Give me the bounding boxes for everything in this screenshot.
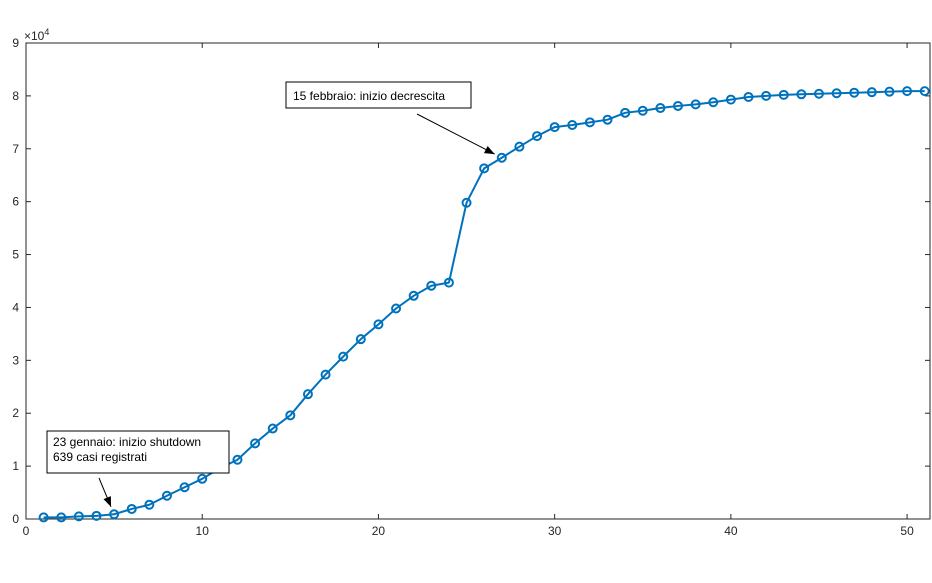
y-tick-label: 9 <box>12 36 19 50</box>
annotation-text: 15 febbraio: inizio decrescita <box>293 89 445 103</box>
annotation: 23 gennaio: inizio shutdown 639 casi regi… <box>46 430 230 508</box>
data-point <box>690 99 701 110</box>
data-point <box>637 105 648 116</box>
y-tick-label: 1 <box>12 459 19 473</box>
x-tick-label: 10 <box>196 524 210 538</box>
data-point <box>144 499 155 510</box>
data-point <box>584 117 595 128</box>
annotation: 15 febbraio: inizio decrescita <box>285 81 495 155</box>
y-tick-label: 6 <box>12 195 19 209</box>
data-point <box>532 131 543 142</box>
data-point <box>302 389 313 400</box>
y-exponent-label: ×104 <box>24 27 49 43</box>
data-point <box>285 410 296 421</box>
data-point <box>391 303 402 314</box>
y-exponent-base: ×10 <box>24 29 45 43</box>
annotation-text: 23 gennaio: inizio shutdown 639 casi regi… <box>53 435 201 464</box>
series-line <box>43 90 925 519</box>
data-point <box>761 90 772 101</box>
annotation-arrowhead <box>483 145 495 155</box>
data-point <box>479 163 490 174</box>
y-tick-label: 4 <box>12 300 19 314</box>
data-point <box>620 107 631 118</box>
data-point <box>778 89 789 100</box>
data-point <box>91 510 102 521</box>
series-group <box>38 86 930 523</box>
y-tick-label: 5 <box>12 248 19 262</box>
data-point <box>813 88 824 99</box>
data-point <box>549 122 560 133</box>
data-point <box>426 280 437 291</box>
annotation-line: 639 casi registrati <box>53 450 147 464</box>
data-point <box>56 512 67 523</box>
y-tick-label: 0 <box>12 512 19 526</box>
y-tick-label: 2 <box>12 406 19 420</box>
data-point <box>109 509 120 520</box>
data-point <box>514 141 525 152</box>
data-point <box>373 319 384 330</box>
annotation-arrow <box>416 113 495 155</box>
data-point <box>831 88 842 99</box>
data-point <box>355 334 366 345</box>
data-point <box>743 91 754 102</box>
data-point <box>849 87 860 98</box>
x-tick-label: 20 <box>372 524 386 538</box>
data-point <box>655 103 666 114</box>
data-point <box>338 351 349 362</box>
y-tick-label: 7 <box>12 142 19 156</box>
annotation-box <box>285 81 472 109</box>
data-point <box>250 438 261 449</box>
annotation-box <box>46 430 230 474</box>
data-point <box>38 512 49 523</box>
data-point <box>708 97 719 108</box>
data-point <box>725 94 736 105</box>
data-point <box>179 482 190 493</box>
annotation-line: 15 febbraio: inizio decrescita <box>293 89 445 103</box>
data-point <box>232 454 243 465</box>
data-point <box>267 423 278 434</box>
data-point <box>902 86 913 97</box>
data-point <box>919 86 930 97</box>
data-point <box>408 290 419 301</box>
data-point <box>443 277 454 288</box>
x-tick-label: 0 <box>23 524 30 538</box>
data-point <box>796 89 807 100</box>
data-point <box>320 369 331 380</box>
x-tick-label: 30 <box>548 524 562 538</box>
axis-ticks: 0 10 20 30 40 50 0 1 2 3 4 5 6 7 8 9 <box>12 36 930 538</box>
data-point <box>884 86 895 97</box>
annotation-arrowhead <box>103 496 112 507</box>
x-tick-label: 50 <box>900 524 914 538</box>
annotations: 15 febbraio: inizio decrescita 23 gennaio… <box>46 81 495 508</box>
x-tick-label: 40 <box>724 524 738 538</box>
data-point <box>461 197 472 208</box>
data-point <box>866 87 877 98</box>
data-point <box>567 119 578 130</box>
data-point <box>73 511 84 522</box>
data-point <box>496 152 507 163</box>
data-point <box>197 473 208 484</box>
y-tick-label: 3 <box>12 353 19 367</box>
data-point <box>602 114 613 125</box>
data-point <box>126 503 137 514</box>
data-point <box>673 100 684 111</box>
annotation-line: 23 gennaio: inizio shutdown <box>53 435 201 449</box>
y-exponent-power: 4 <box>44 27 49 37</box>
data-point <box>161 490 172 501</box>
y-tick-label: 8 <box>12 89 19 103</box>
